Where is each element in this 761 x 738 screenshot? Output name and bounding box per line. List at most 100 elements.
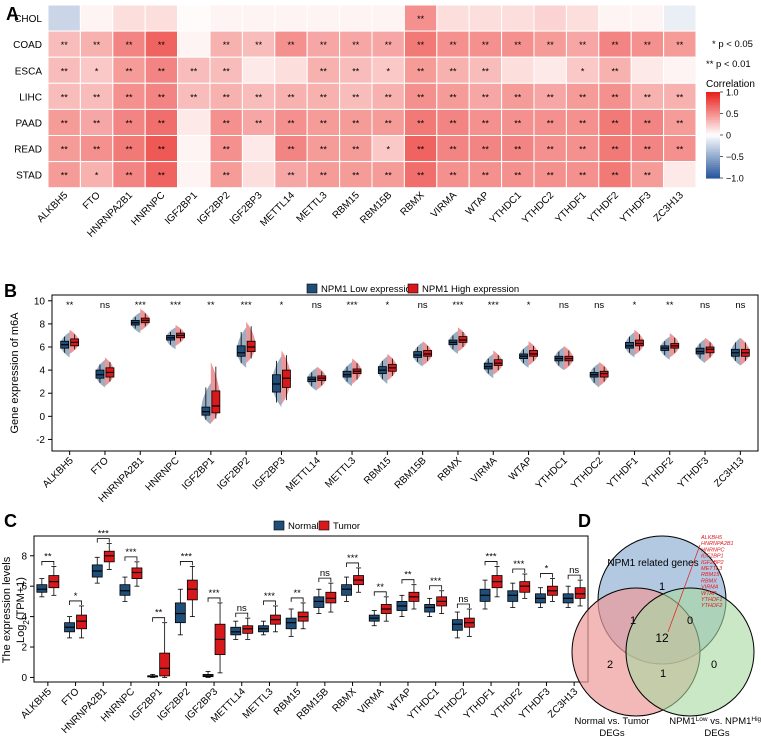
box [230, 626, 242, 636]
significance-star: ** [449, 40, 457, 50]
heatmap-cell [663, 161, 697, 189]
heatmap-cell [209, 4, 243, 32]
significance-star: ** [223, 171, 231, 181]
heatmap-cell [47, 161, 81, 189]
significance-star: ** [547, 118, 555, 128]
heatmap-col-label: RBMX [399, 190, 427, 218]
significance-star: ** [352, 118, 360, 128]
heatmap-row-label: CHOL [14, 14, 42, 25]
venn-pointer-line [667, 544, 701, 633]
significance-star: ** [417, 14, 425, 24]
venn-gene-label: YTHDF1 [701, 597, 722, 603]
significance-star: ** [61, 92, 69, 102]
significance-star: ** [514, 171, 522, 181]
significance-star: ** [676, 118, 684, 128]
box [574, 587, 586, 599]
significance-star: ** [482, 171, 490, 181]
heatmap-cell [241, 135, 276, 163]
colorbar-segment [706, 117, 720, 121]
heatmap-cell [501, 56, 535, 84]
significance-star: ** [611, 171, 619, 181]
sig-bracket [96, 538, 110, 543]
significance-star: ** [482, 92, 490, 102]
heatmap-cell [598, 161, 632, 189]
significance-star: ** [514, 92, 522, 102]
heatmap-cell [177, 4, 211, 32]
significance-star: ** [352, 145, 360, 155]
significance-star: * [386, 145, 390, 155]
sig-label: *** [209, 588, 220, 599]
sig-label: ns [700, 300, 710, 311]
box [451, 619, 463, 631]
significance-star: ** [287, 40, 295, 50]
sig-label: *** [513, 559, 524, 570]
significance-star: ** [320, 145, 328, 155]
heatmap-cell [241, 56, 276, 84]
significance-star: ** [125, 171, 133, 181]
y-tick-label: 6 [39, 343, 45, 354]
colorbar-segment [706, 173, 720, 177]
heatmap-cell [306, 30, 341, 58]
significance-star: ** [287, 171, 295, 181]
heatmap-cell [306, 82, 341, 110]
heatmap-col-label: YTHDF2 [586, 190, 622, 226]
significance-star: ** [158, 66, 166, 76]
heatmap-cell [436, 56, 470, 84]
venn-set-label: NPM1 related genes [607, 558, 698, 569]
heatmap-cell [371, 30, 405, 58]
venn-count-bc: 1 [660, 668, 666, 680]
significance-star: ** [385, 171, 393, 181]
y-axis-log-subscript: 2 [22, 620, 31, 625]
venn-set-label: Normal vs. Tumor [575, 716, 650, 727]
venn-gene-label: METTL3 [701, 566, 723, 572]
colorbar-segment [706, 145, 720, 149]
sig-label: * [74, 591, 78, 602]
heatmap-col-label: ZC3H13 [652, 190, 686, 224]
sig-label: ns [735, 300, 745, 311]
heatmap-cell [241, 4, 276, 32]
heatmap-cell [533, 56, 567, 84]
heatmap-cell [501, 4, 535, 32]
significance-star: ** [644, 145, 652, 155]
heatmap-cell [468, 56, 503, 84]
significance-star: ** [352, 92, 360, 102]
colorbar-segment [706, 115, 720, 119]
heatmap-cell [209, 108, 243, 137]
box [119, 584, 131, 596]
heatmap-cell [241, 82, 276, 110]
significance-star: ** [449, 171, 457, 181]
heatmap-cell [47, 4, 81, 32]
significance-star: ** [547, 145, 555, 155]
heatmap-col-label: YTHDC2 [520, 190, 556, 226]
box [159, 652, 171, 677]
heatmap-row-label: ESCA [15, 66, 43, 77]
box [285, 617, 297, 630]
colorbar-segment [706, 128, 720, 132]
heatmap-cell [371, 56, 405, 84]
heatmap-cell [306, 161, 341, 189]
heatmap-cell [177, 108, 211, 137]
x-tick-label: HNRNPC [144, 455, 182, 493]
y-tick-label: 2 [21, 643, 27, 654]
significance-star: ** [644, 40, 652, 50]
sig-label: ** [666, 300, 674, 311]
heatmap-cell [177, 56, 211, 84]
heatmap-cell [501, 30, 535, 58]
significance-star: ** [61, 40, 69, 50]
heatmap-cell [468, 161, 503, 189]
sig-bracket [152, 617, 166, 622]
box [76, 614, 87, 630]
heatmap-cell [371, 161, 405, 189]
venn-gene-label: YTHDF2 [701, 603, 722, 609]
heatmap-cell [663, 4, 697, 32]
colorbar-segment [706, 165, 720, 168]
y-axis-unit-text: (TPM+1) [15, 577, 27, 620]
significance-star: ** [125, 118, 133, 128]
heatmap-cell [144, 135, 179, 163]
legend-swatch [273, 520, 285, 531]
significance-star: ** [125, 40, 133, 50]
heatmap-cell [274, 30, 308, 58]
panel-label-d: D [578, 511, 591, 531]
significance-star: ** [61, 118, 69, 128]
